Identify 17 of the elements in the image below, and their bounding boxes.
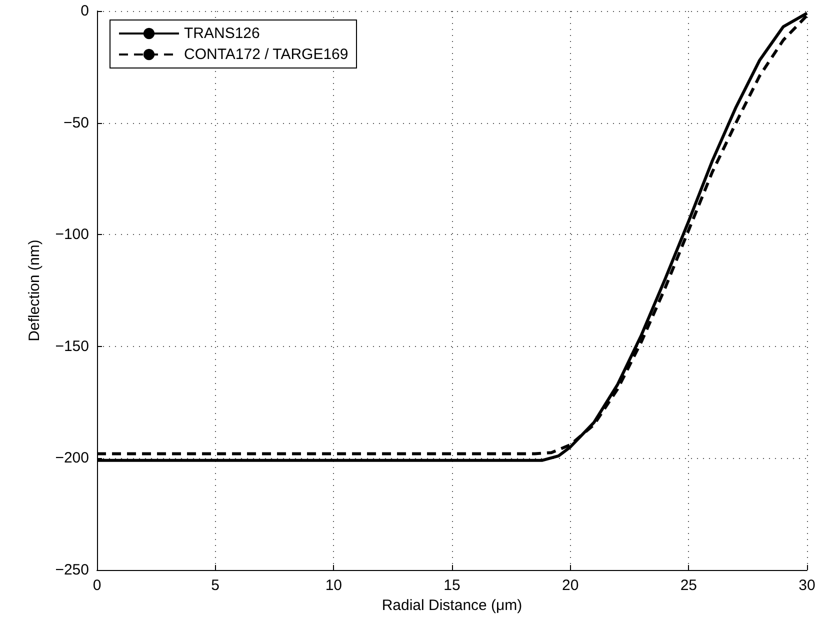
x-tick-label: 5 bbox=[211, 577, 220, 594]
x-axis-title: Radial Distance (μm) bbox=[382, 596, 522, 614]
y-tick-label: −100 bbox=[55, 226, 89, 244]
y-axis-title: Deflection (nm) bbox=[26, 240, 43, 342]
legend-label: TRANS126 bbox=[184, 25, 260, 42]
x-tick-label: 10 bbox=[325, 577, 342, 594]
x-tick-label: 25 bbox=[680, 577, 698, 594]
x-tick-label: 30 bbox=[798, 577, 816, 594]
x-tick-label: 20 bbox=[562, 577, 579, 594]
x-tick-label: 0 bbox=[92, 577, 102, 594]
y-tick-label: −200 bbox=[55, 450, 89, 467]
y-tick-label: −150 bbox=[55, 338, 89, 355]
y-tick-label: −50 bbox=[64, 114, 89, 132]
legend-label: CONTA172 / TARGE169 bbox=[184, 46, 348, 63]
x-tick-label: 15 bbox=[444, 577, 460, 594]
y-tick-label: 0 bbox=[80, 2, 89, 20]
y-tick-label: −250 bbox=[55, 562, 89, 578]
